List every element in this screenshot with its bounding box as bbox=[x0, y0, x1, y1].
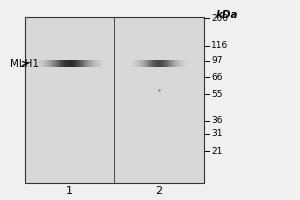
Text: 97: 97 bbox=[211, 56, 222, 65]
Text: 66: 66 bbox=[211, 73, 222, 82]
Text: 2: 2 bbox=[155, 186, 163, 196]
Bar bbox=[25, 17, 203, 183]
Text: 31: 31 bbox=[211, 129, 222, 138]
Text: 55: 55 bbox=[211, 90, 222, 99]
Text: MLH1: MLH1 bbox=[10, 59, 39, 69]
Text: 200: 200 bbox=[211, 14, 228, 23]
Text: 1: 1 bbox=[66, 186, 73, 196]
Text: 21: 21 bbox=[211, 147, 222, 156]
Text: 116: 116 bbox=[211, 41, 228, 50]
Text: 36: 36 bbox=[211, 116, 222, 125]
Text: kDa: kDa bbox=[215, 10, 238, 20]
